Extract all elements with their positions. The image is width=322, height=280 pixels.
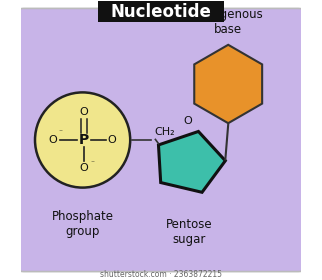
Circle shape (35, 92, 130, 188)
Text: O: O (80, 163, 88, 173)
Text: CH₂: CH₂ (154, 127, 175, 137)
Polygon shape (158, 131, 225, 192)
Text: O: O (184, 116, 193, 126)
FancyBboxPatch shape (98, 1, 224, 22)
Text: Nucleotide: Nucleotide (110, 3, 212, 21)
Text: P: P (79, 133, 89, 147)
Polygon shape (194, 45, 262, 123)
Text: Phosphate
group: Phosphate group (52, 210, 114, 238)
FancyBboxPatch shape (15, 8, 307, 272)
Text: Pentose
sugar: Pentose sugar (166, 218, 212, 246)
Text: O: O (108, 135, 116, 145)
Text: O: O (49, 135, 58, 145)
Text: Nitrogenous
base: Nitrogenous base (192, 8, 264, 36)
Text: shutterstock.com · 2363872215: shutterstock.com · 2363872215 (100, 270, 222, 279)
Text: O: O (80, 107, 88, 117)
Text: ⁻: ⁻ (58, 127, 62, 136)
Text: ⁻: ⁻ (90, 159, 94, 168)
